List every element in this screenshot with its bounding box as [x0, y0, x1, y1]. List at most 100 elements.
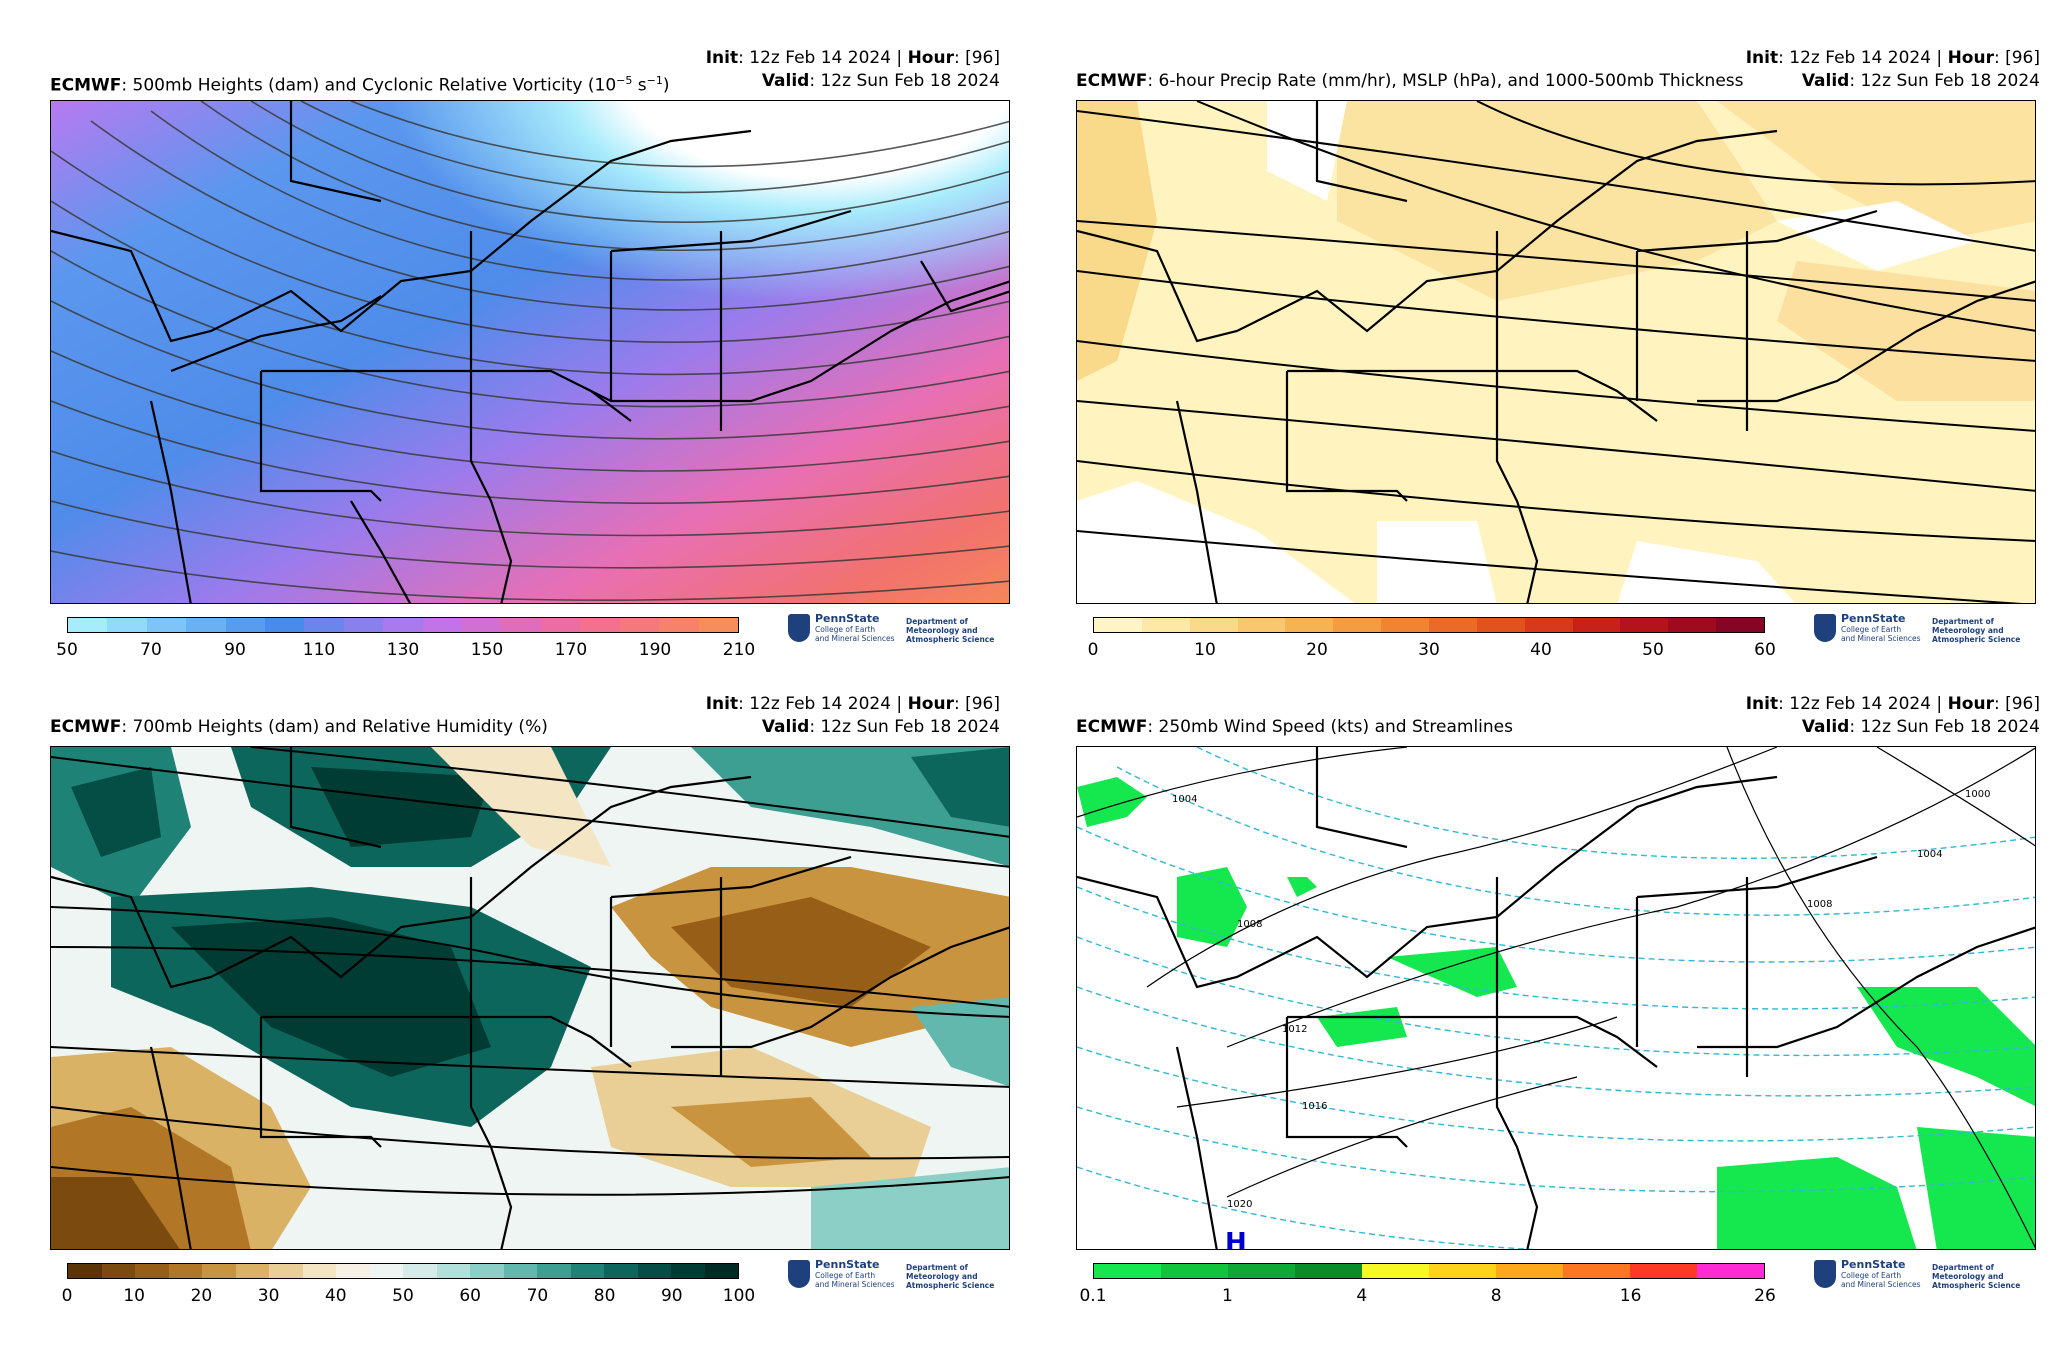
- colorbar-swatch: [1237, 618, 1286, 632]
- colorbar-swatch: [135, 1264, 169, 1278]
- colorbar-swatch: [383, 618, 423, 632]
- init-line: Init: 12z Feb 14 2024 | Hour: [96]: [1745, 694, 2040, 714]
- colorbar-tick-label: 130: [386, 640, 420, 660]
- colorbar-tick-label: 60: [459, 1286, 482, 1306]
- colorbar-swatch: [436, 1264, 470, 1278]
- valid-line: Valid: 12z Sun Feb 18 2024: [761, 71, 1000, 91]
- colorbar-swatch: [235, 1264, 269, 1278]
- colorbar-swatch: [462, 618, 502, 632]
- colorbar-swatch: [336, 1264, 370, 1278]
- colorbar-tick-label: 26: [1754, 1286, 1776, 1306]
- colorbar-swatch: [1524, 618, 1573, 632]
- colorbar-swatch: [540, 618, 581, 632]
- panel-title: ECMWF: 700mb Heights (dam) and Relative …: [50, 717, 548, 737]
- colorbar-swatch: [1563, 1264, 1630, 1278]
- colorbar-swatch: [1295, 1264, 1362, 1278]
- colorbar-swatch: [1161, 1264, 1228, 1278]
- panel-title: ECMWF: 6-hour Precip Rate (mm/hr), MSLP …: [1076, 71, 1744, 91]
- colorbar-swatch: [1668, 618, 1717, 632]
- colorbar-swatch: [265, 618, 305, 632]
- isobar-label: 1008: [1807, 899, 1832, 910]
- height-contours: [51, 101, 1009, 602]
- colorbar-swatch: [698, 618, 738, 632]
- colorbar-swatch: [304, 618, 344, 632]
- colorbar-ticks: 0.1 1 4 8 16 26: [1079, 1286, 1775, 1308]
- colorbar-tick-label: 150: [470, 640, 504, 660]
- colorbar-swatch: [202, 1264, 236, 1278]
- height-contours: [51, 747, 1009, 1196]
- colorbar-swatch: [107, 618, 147, 632]
- shield-icon: [1814, 614, 1836, 642]
- map-250mb: 1004 1008 1012 1016 1020 1000 1004 1008 …: [1076, 746, 2036, 1250]
- valid-line: Valid: 12z Sun Feb 18 2024: [761, 717, 1000, 737]
- pennstate-logo: PennState College of Earth and Mineral Sc…: [788, 1258, 1018, 1298]
- isobar-label: 1016: [1302, 1101, 1327, 1112]
- colorbar-tick-label: 50: [56, 640, 78, 660]
- colorbar-swatch: [343, 618, 384, 632]
- colorbar-swatch: [704, 1264, 738, 1278]
- colorbar-swatch: [1716, 618, 1765, 632]
- isobar-label: 1012: [1282, 1024, 1307, 1035]
- isobar-labels: 1004 1008 1012 1016 1020 1000 1004 1008: [1172, 789, 1990, 1210]
- colorbar-swatch: [570, 1264, 604, 1278]
- colorbar-swatch: [1620, 618, 1669, 632]
- colorbar-tick-label: 100: [722, 1286, 756, 1306]
- colorbar-tick-label: 190: [638, 640, 672, 660]
- colorbar-swatch: [1094, 618, 1142, 632]
- colorbar-ticks: 0 10 20 30 40 50 60 70 80 90 100: [62, 1286, 756, 1308]
- map-borders: [1077, 101, 2035, 603]
- isobars-thickness: [1077, 101, 2035, 603]
- high-pressure-label: H: [1225, 1228, 1247, 1250]
- pennstate-logo: PennState College of Earth and Mineral Sc…: [1814, 612, 2044, 652]
- colorbar-tick-label: 4: [1356, 1286, 1368, 1306]
- colorbar-tick-label: 30: [1418, 640, 1440, 660]
- colorbar-swatch: [101, 1264, 135, 1278]
- colorbar-tick-label: 0: [61, 1286, 73, 1306]
- colorbar-swatch: [659, 618, 699, 632]
- colorbar-tick-label: 1: [1221, 1286, 1233, 1306]
- colorbar: [1093, 1263, 1765, 1279]
- colorbar-swatch: [225, 618, 266, 632]
- isobar-label: 1004: [1172, 794, 1197, 805]
- colorbar-swatch: [1429, 1264, 1496, 1278]
- colorbar-ticks: 0 10 20 30 40 50 60: [1088, 640, 1776, 662]
- colorbar-swatch: [1228, 1264, 1295, 1278]
- colorbar: [67, 617, 739, 633]
- colorbar-swatch: [1697, 1264, 1764, 1278]
- map-500mb: [50, 100, 1010, 604]
- panel-250mb-wind: Init: 12z Feb 14 2024 | Hour: [96] ECMWF…: [1030, 646, 2040, 1306]
- colorbar-tick-label: 210: [722, 640, 756, 660]
- colorbar-swatch: [1094, 1264, 1161, 1278]
- colorbar-swatch: [537, 1264, 571, 1278]
- colorbar-tick-label: 80: [593, 1286, 616, 1306]
- colorbar-swatch: [501, 618, 541, 632]
- colorbar-tick-label: 10: [1194, 640, 1216, 660]
- colorbar-ticks: 50 70 90 110 130 150 170 190 210: [56, 640, 755, 662]
- colorbar-swatch: [68, 618, 108, 632]
- shield-icon: [788, 614, 810, 642]
- colorbar-swatch: [422, 618, 463, 632]
- pennstate-logo: PennState College of Earth and Mineral Sc…: [788, 612, 1018, 652]
- colorbar-swatch: [1476, 618, 1525, 632]
- colorbar: [1093, 617, 1765, 633]
- colorbar-tick-label: 20: [1306, 640, 1328, 660]
- colorbar-swatch: [1333, 618, 1382, 632]
- colorbar-swatch: [1429, 618, 1477, 632]
- colorbar-tick-label: 110: [302, 640, 336, 660]
- colorbar-swatch: [1572, 618, 1621, 632]
- colorbar-tick-label: 170: [554, 640, 588, 660]
- map-700mb: [50, 746, 1010, 1250]
- colorbar-swatch: [619, 618, 660, 632]
- colorbar-tick-label: 0: [1087, 640, 1099, 660]
- map-borders: [51, 747, 1009, 1249]
- init-line: Init: 12z Feb 14 2024 | Hour: [96]: [705, 48, 1000, 68]
- pennstate-logo: PennState College of Earth and Mineral Sc…: [1814, 1258, 2044, 1298]
- colorbar-swatch: [1141, 618, 1190, 632]
- colorbar-swatch: [186, 618, 226, 632]
- colorbar-tick-label: 60: [1754, 640, 1776, 660]
- colorbar-swatch: [1381, 618, 1430, 632]
- isobar-label: 1020: [1227, 1199, 1252, 1210]
- init-line: Init: 12z Feb 14 2024 | Hour: [96]: [1745, 48, 2040, 68]
- panel-precip-mslp: Init: 12z Feb 14 2024 | Hour: [96] ECMWF…: [1030, 0, 2040, 660]
- colorbar-swatch: [1630, 1264, 1697, 1278]
